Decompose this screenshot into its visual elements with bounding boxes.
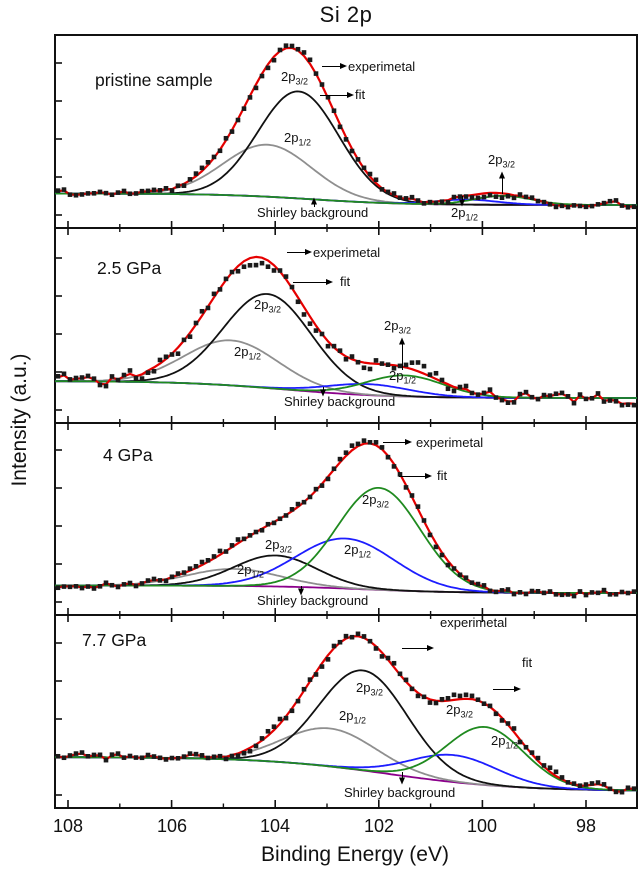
panel1-pressure-label: pristine sample bbox=[95, 70, 213, 90]
panel4-fit-label: fit bbox=[522, 655, 533, 670]
panel2-2p32-main-label: 2p3/2 bbox=[254, 297, 281, 315]
panel2-2p32-second-label: 2p3/2 bbox=[384, 318, 411, 336]
panel3-2p12-main-label: 2p1/2 bbox=[237, 562, 264, 580]
panel4-fit-arrow bbox=[493, 685, 521, 692]
panel3-pressure-label: 4 GPa bbox=[103, 445, 153, 465]
panel1-2p12-second-label: 2p1/2 bbox=[451, 205, 478, 223]
panel2-fit-label: fit bbox=[340, 274, 351, 289]
x-tick-102: 102 bbox=[363, 816, 395, 836]
panel4-2p12-main-label: 2p1/2 bbox=[339, 708, 366, 726]
panel3-2p32-second-label: 2p3/2 bbox=[362, 492, 389, 510]
y-axis-label: Intensity (a.u.) bbox=[8, 353, 31, 487]
panel1-2p32-main-label: 2p3/2 bbox=[281, 69, 308, 87]
figure-title: Si 2p bbox=[319, 2, 373, 27]
panel3-2p32-main-label: 2p3/2 bbox=[265, 537, 292, 555]
panel3-shirley-label: Shirley background bbox=[257, 593, 369, 608]
panel1-fit-arrow bbox=[320, 91, 354, 98]
panel4-2p12-second-label: 2p1/2 bbox=[491, 733, 518, 751]
panel3-fit-label: fit bbox=[437, 468, 448, 483]
panel3-experimental-arrow bbox=[383, 438, 412, 445]
panel2-shirley-label: Shirley background bbox=[284, 394, 396, 409]
panel3-experimental-label: experimetal bbox=[416, 435, 484, 450]
panel1-experimental-arrow bbox=[322, 62, 347, 69]
panel1-2p12-second-arrow bbox=[462, 196, 463, 200]
panel4-shirley-arrow bbox=[402, 772, 403, 778]
panel4-experimental-label: experimetal bbox=[440, 615, 508, 630]
panel1-fit-label: fit bbox=[355, 87, 366, 102]
x-tick-104: 104 bbox=[259, 816, 291, 836]
panel3-2p12-second-label: 2p1/2 bbox=[344, 542, 371, 560]
panel4-pressure-label: 7.7 GPa bbox=[82, 630, 147, 650]
x-tick-100: 100 bbox=[466, 816, 498, 836]
panel2-experimental-label: experimetal bbox=[313, 245, 381, 260]
panel4-experimental-arrow bbox=[402, 644, 434, 651]
panel1-shirley-label: Shirley background bbox=[257, 205, 369, 220]
panel4-2p32-second-label: 2p3/2 bbox=[446, 702, 473, 720]
x-tick-106: 106 bbox=[156, 816, 188, 836]
panel2-experimental-arrow bbox=[287, 248, 312, 255]
panel2-shirley-arrow bbox=[323, 387, 324, 390]
x-tick-108: 108 bbox=[52, 816, 84, 836]
panel2-pressure-label: 2.5 GPa bbox=[97, 258, 162, 278]
panel2-2p32-second-arrow bbox=[402, 344, 403, 370]
panel2-2p12-main-label: 2p1/2 bbox=[234, 344, 261, 362]
panel3-shirley-arrow bbox=[301, 586, 302, 589]
panel1-2p32-second-label: 2p3/2 bbox=[488, 152, 515, 170]
panel1-experimental-label: experimetal bbox=[348, 59, 416, 74]
x-tick-98: 98 bbox=[575, 816, 597, 836]
panel2-fit-arrow bbox=[293, 278, 333, 285]
panel1-shirley-arrow bbox=[314, 204, 315, 207]
panel2-2p12-second-label: 2p1/2 bbox=[389, 368, 416, 386]
panel1-2p12-main-label: 2p1/2 bbox=[284, 130, 311, 148]
panel4-shirley-label: Shirley background bbox=[344, 785, 456, 800]
panel1-2p32-second-arrow bbox=[502, 178, 503, 194]
panel4-2p32-main-label: 2p3/2 bbox=[356, 680, 383, 698]
x-axis-label: Binding Energy (eV) bbox=[261, 843, 449, 866]
panel3-fit-arrow bbox=[399, 472, 432, 479]
